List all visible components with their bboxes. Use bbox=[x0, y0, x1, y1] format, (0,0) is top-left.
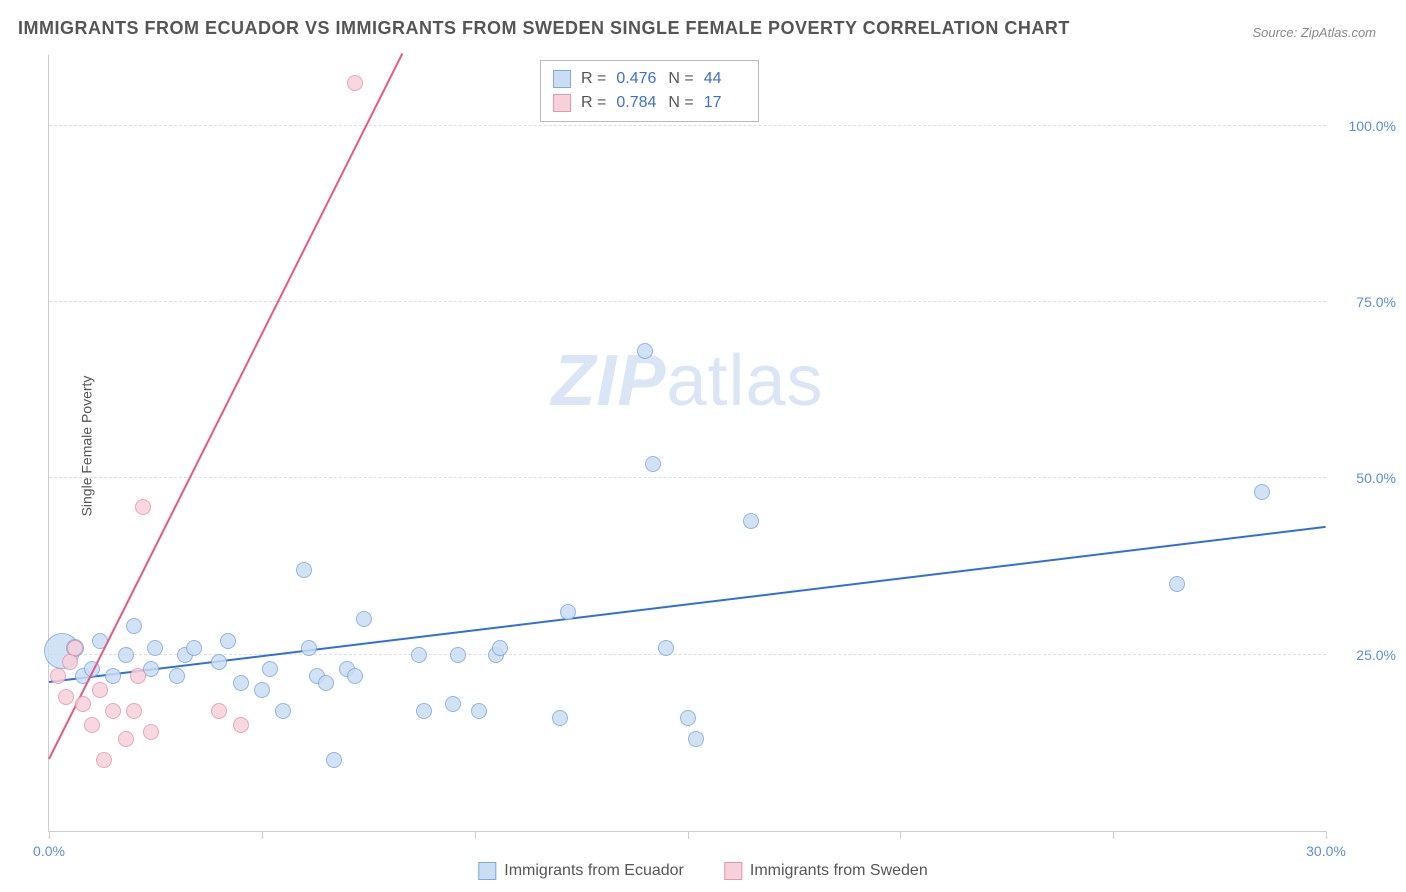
data-point bbox=[680, 710, 696, 726]
x-tick bbox=[475, 831, 476, 839]
data-point bbox=[560, 604, 576, 620]
x-tick-label: 30.0% bbox=[1306, 843, 1346, 859]
data-point bbox=[347, 668, 363, 684]
chart-title: IMMIGRANTS FROM ECUADOR VS IMMIGRANTS FR… bbox=[18, 18, 1070, 39]
watermark: ZIPatlas bbox=[551, 340, 823, 422]
data-point bbox=[147, 640, 163, 656]
x-tick bbox=[1326, 831, 1327, 839]
data-point bbox=[75, 696, 91, 712]
y-tick-label: 75.0% bbox=[1356, 294, 1396, 310]
x-tick bbox=[688, 831, 689, 839]
data-point bbox=[1254, 484, 1270, 500]
data-point bbox=[62, 654, 78, 670]
data-point bbox=[186, 640, 202, 656]
data-point bbox=[326, 752, 342, 768]
x-tick bbox=[49, 831, 50, 839]
data-point bbox=[118, 731, 134, 747]
y-tick-label: 25.0% bbox=[1356, 647, 1396, 663]
data-point bbox=[126, 618, 142, 634]
r-label: R = bbox=[581, 67, 606, 91]
data-point bbox=[169, 668, 185, 684]
data-point bbox=[471, 703, 487, 719]
data-point bbox=[84, 717, 100, 733]
data-point bbox=[143, 724, 159, 740]
data-point bbox=[411, 647, 427, 663]
data-point bbox=[233, 717, 249, 733]
data-point bbox=[96, 752, 112, 768]
stats-row-ecuador: R = 0.476 N = 44 bbox=[553, 67, 746, 91]
gridline-horizontal bbox=[49, 125, 1326, 126]
data-point bbox=[492, 640, 508, 656]
data-point bbox=[356, 611, 372, 627]
data-point bbox=[645, 456, 661, 472]
data-point bbox=[318, 675, 334, 691]
r-value-sweden: 0.784 bbox=[616, 91, 658, 115]
x-tick bbox=[1113, 831, 1114, 839]
n-value-ecuador: 44 bbox=[704, 67, 746, 91]
gridline-horizontal bbox=[49, 301, 1326, 302]
n-label: N = bbox=[668, 91, 693, 115]
data-point bbox=[416, 703, 432, 719]
data-point bbox=[450, 647, 466, 663]
data-point bbox=[743, 513, 759, 529]
x-tick bbox=[900, 831, 901, 839]
watermark-light: atlas bbox=[666, 341, 823, 421]
data-point bbox=[262, 661, 278, 677]
data-point bbox=[220, 633, 236, 649]
r-value-ecuador: 0.476 bbox=[616, 67, 658, 91]
correlation-stats-box: R = 0.476 N = 44 R = 0.784 N = 17 bbox=[540, 60, 759, 122]
legend-swatch-ecuador bbox=[478, 862, 496, 880]
data-point bbox=[688, 731, 704, 747]
data-point bbox=[254, 682, 270, 698]
data-point bbox=[130, 668, 146, 684]
trend-line bbox=[49, 526, 1326, 683]
data-point bbox=[50, 668, 66, 684]
swatch-ecuador bbox=[553, 70, 571, 88]
scatter-plot-area: ZIPatlas 25.0%50.0%75.0%100.0%0.0%30.0% bbox=[48, 55, 1326, 832]
data-point bbox=[275, 703, 291, 719]
swatch-sweden bbox=[553, 94, 571, 112]
data-point bbox=[637, 343, 653, 359]
data-point bbox=[658, 640, 674, 656]
data-point bbox=[118, 647, 134, 663]
x-tick bbox=[262, 831, 263, 839]
data-point bbox=[58, 689, 74, 705]
data-point bbox=[135, 499, 151, 515]
stats-row-sweden: R = 0.784 N = 17 bbox=[553, 91, 746, 115]
data-point bbox=[296, 562, 312, 578]
data-point bbox=[211, 703, 227, 719]
data-point bbox=[67, 640, 83, 656]
data-point bbox=[1169, 576, 1185, 592]
legend-label-ecuador: Immigrants from Ecuador bbox=[504, 862, 684, 880]
data-point bbox=[126, 703, 142, 719]
n-value-sweden: 17 bbox=[704, 91, 746, 115]
gridline-horizontal bbox=[49, 654, 1326, 655]
r-label: R = bbox=[581, 91, 606, 115]
data-point bbox=[301, 640, 317, 656]
data-point bbox=[105, 668, 121, 684]
x-tick-label: 0.0% bbox=[33, 843, 65, 859]
legend-item-sweden: Immigrants from Sweden bbox=[724, 862, 928, 880]
bottom-legend: Immigrants from Ecuador Immigrants from … bbox=[478, 862, 927, 880]
data-point bbox=[233, 675, 249, 691]
data-point bbox=[105, 703, 121, 719]
data-point bbox=[211, 654, 227, 670]
legend-label-sweden: Immigrants from Sweden bbox=[750, 862, 928, 880]
y-tick-label: 100.0% bbox=[1349, 118, 1396, 134]
source-attribution: Source: ZipAtlas.com bbox=[1252, 25, 1376, 40]
legend-item-ecuador: Immigrants from Ecuador bbox=[478, 862, 684, 880]
data-point bbox=[445, 696, 461, 712]
data-point bbox=[552, 710, 568, 726]
y-tick-label: 50.0% bbox=[1356, 470, 1396, 486]
gridline-horizontal bbox=[49, 477, 1326, 478]
legend-swatch-sweden bbox=[724, 862, 742, 880]
data-point bbox=[92, 682, 108, 698]
n-label: N = bbox=[668, 67, 693, 91]
data-point bbox=[347, 75, 363, 91]
